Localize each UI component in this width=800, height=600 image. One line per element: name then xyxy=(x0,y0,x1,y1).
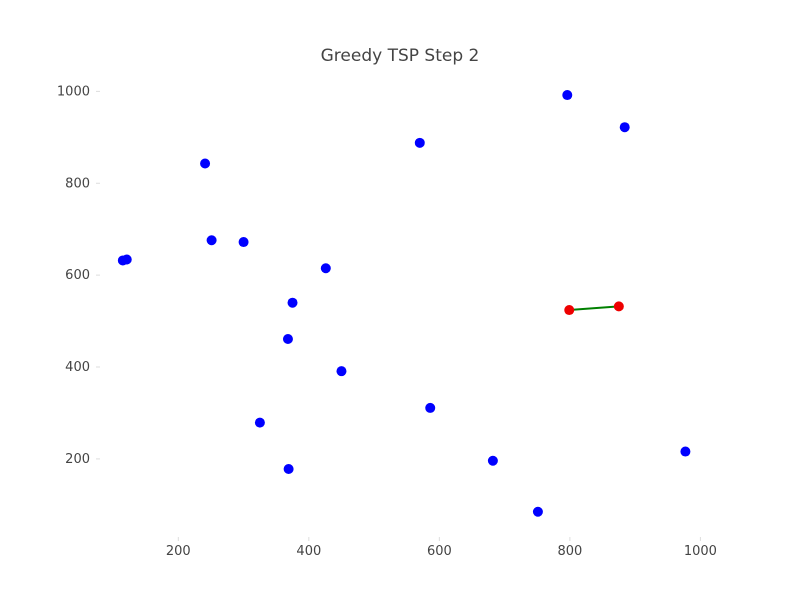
city-point xyxy=(532,506,543,517)
visited-city-point xyxy=(613,301,624,312)
city-point xyxy=(619,122,630,133)
city-point xyxy=(487,455,498,466)
city-point xyxy=(238,237,249,248)
y-tick-label: 400 xyxy=(65,360,90,375)
x-tick-label: 200 xyxy=(166,544,191,559)
y-axis: 200 400 600 800 1000 xyxy=(57,84,100,467)
city-point xyxy=(336,366,347,377)
x-tick-label: 1000 xyxy=(684,544,717,559)
city-point xyxy=(200,158,211,169)
city-point xyxy=(320,263,331,274)
x-tick-label: 600 xyxy=(427,544,452,559)
y-tick-label: 800 xyxy=(65,176,90,191)
city-point xyxy=(425,402,436,413)
chart-title: Greedy TSP Step 2 xyxy=(320,46,480,66)
city-point xyxy=(680,446,691,457)
y-tick-label: 600 xyxy=(65,268,90,283)
city-point xyxy=(206,235,217,246)
x-tick-label: 800 xyxy=(557,544,582,559)
x-tick-label: 400 xyxy=(296,544,321,559)
city-point xyxy=(287,297,298,308)
city-point xyxy=(562,90,573,101)
data-points xyxy=(117,90,691,517)
visited-city-point xyxy=(564,305,575,316)
x-axis: 200 400 600 800 1000 xyxy=(166,537,717,559)
city-point xyxy=(283,464,294,475)
city-point xyxy=(121,254,132,265)
city-point xyxy=(254,417,265,428)
tour-edge xyxy=(569,305,619,312)
y-tick-label: 1000 xyxy=(57,84,90,99)
y-tick-label: 200 xyxy=(65,452,90,467)
city-point xyxy=(282,333,293,344)
tour-path xyxy=(569,305,619,312)
city-point xyxy=(414,137,425,148)
